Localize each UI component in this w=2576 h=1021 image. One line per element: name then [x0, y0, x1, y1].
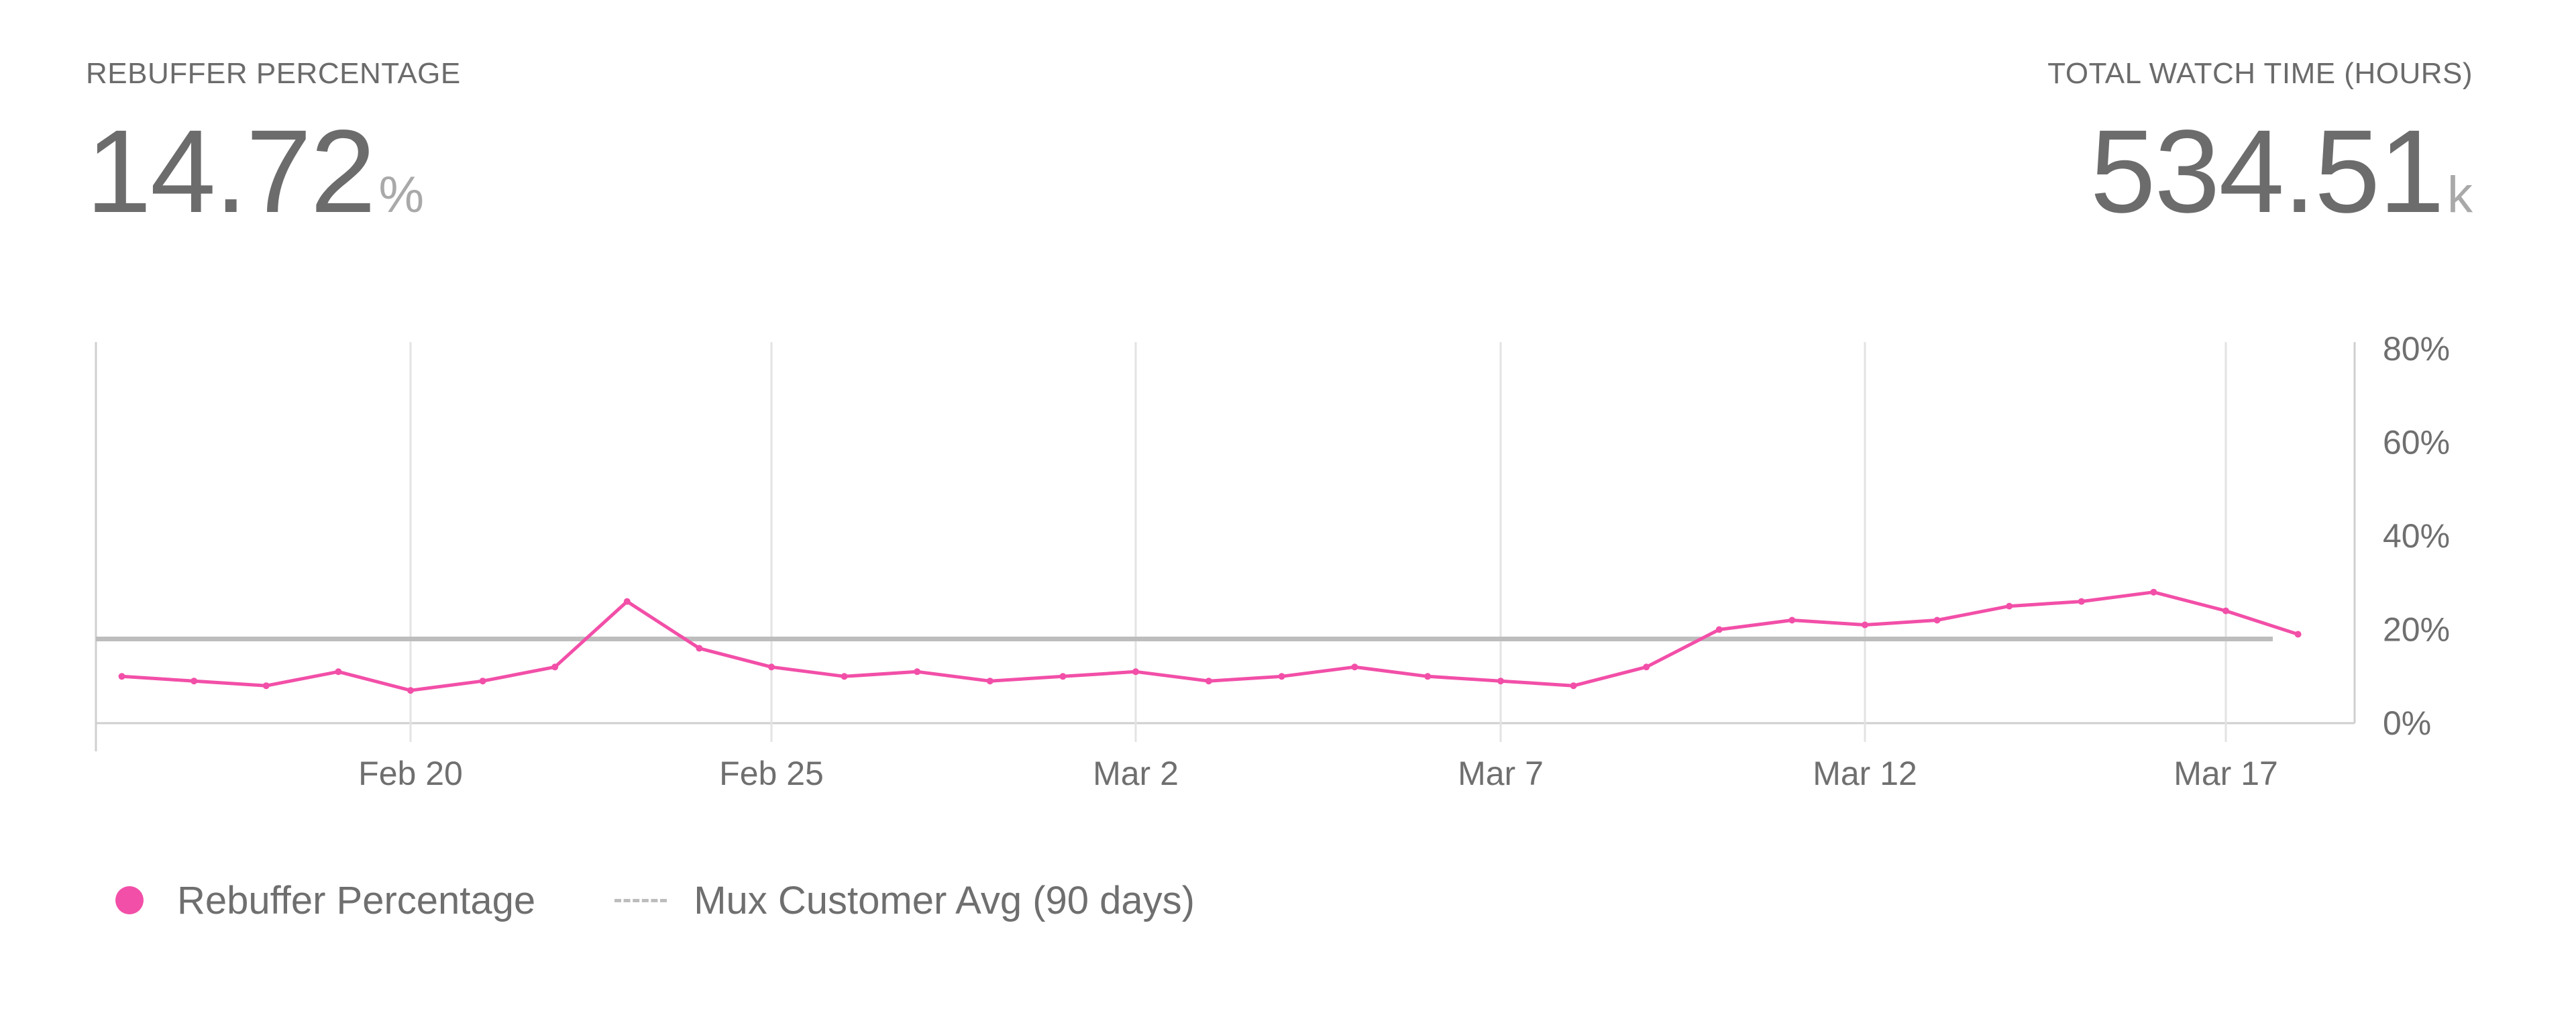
rebuffer-data-point [841, 673, 848, 680]
rebuffer-data-point [768, 663, 775, 671]
rebuffer-data-point [262, 682, 270, 690]
rebuffer-percentage-label: REBUFFER PERCENTAGE [86, 57, 461, 90]
total-watch-time-label: TOTAL WATCH TIME (HOURS) [2047, 57, 2473, 90]
rebuffer-data-point [2222, 607, 2229, 614]
rebuffer-data-point [1862, 621, 1868, 629]
rebuffer-percentage-value-row: 14.72% [86, 113, 461, 231]
customer-avg-dash-icon [614, 898, 667, 902]
rebuffer-data-point [1278, 673, 1285, 680]
rebuffer-data-point [1497, 678, 1504, 685]
rebuffer-data-point [1788, 616, 1796, 624]
rebuffer-percentage-metric: REBUFFER PERCENTAGE 14.72% [86, 59, 461, 231]
x-tick-label: Mar 2 [1093, 755, 1179, 792]
y-tick-label: 20% [2383, 611, 2450, 649]
y-tick-label: 0% [2383, 704, 2431, 742]
rebuffer-data-point [1059, 673, 1067, 680]
rebuffer-data-point [551, 663, 559, 671]
rebuffer-data-point [1715, 626, 1723, 633]
x-tick-label: Mar 7 [1458, 755, 1544, 792]
x-tick-label: Feb 25 [719, 755, 824, 792]
rebuffer-data-point [1205, 678, 1212, 685]
rebuffer-legend-dot-icon [115, 886, 144, 914]
rebuffer-data-point [2294, 631, 2302, 638]
total-watch-time-value: 534.51 [2090, 106, 2445, 237]
rebuffer-data-point [1351, 663, 1358, 671]
total-watch-time-value-row: 534.51k [2047, 113, 2473, 231]
rebuffer-data-point [1424, 673, 1432, 680]
rebuffer-data-point [479, 678, 486, 685]
x-tick-label: Mar 17 [2174, 755, 2278, 792]
x-tick-label: Mar 12 [1813, 755, 1917, 792]
total-watch-time-metric: TOTAL WATCH TIME (HOURS) 534.51k [2047, 59, 2473, 231]
chart-legend: Rebuffer Percentage Mux Customer Avg (90… [115, 878, 1274, 923]
rebuffer-data-point [118, 673, 125, 680]
legend-item-customer-avg[interactable]: Mux Customer Avg (90 days) [614, 878, 1195, 923]
rebuffer-data-point [623, 598, 631, 605]
rebuffer-data-point [407, 687, 414, 694]
rebuffer-data-point [1132, 668, 1139, 676]
x-tick-label: Feb 20 [358, 755, 463, 792]
rebuffer-data-point [335, 668, 342, 676]
rebuffer-data-point [2006, 602, 2013, 610]
rebuffer-data-point [1643, 663, 1650, 671]
rebuffer-data-point [191, 678, 198, 685]
rebuffer-data-point [696, 645, 703, 652]
rebuffer-data-point [986, 678, 994, 685]
legend-customer-avg-label: Mux Customer Avg (90 days) [694, 878, 1195, 922]
rebuffer-line-chart[interactable]: Feb 20 Feb 25 Mar 2 Mar 7 Mar 12 Mar 17 0% 20% 4… [0, 0, 2576, 805]
legend-rebuffer-label: Rebuffer Percentage [177, 878, 536, 922]
legend-item-rebuffer[interactable]: Rebuffer Percentage [115, 878, 535, 923]
rebuffer-percentage-unit: % [378, 166, 425, 223]
rebuffer-percentage-value: 14.72 [86, 106, 376, 237]
rebuffer-data-point [1570, 682, 1577, 690]
y-tick-label: 60% [2383, 424, 2450, 462]
y-tick-label: 40% [2383, 517, 2450, 555]
y-tick-label: 80% [2383, 330, 2450, 368]
total-watch-time-unit: k [2447, 166, 2473, 223]
rebuffer-data-point [2078, 598, 2085, 605]
rebuffer-data-point [914, 668, 921, 676]
rebuffer-data-point [1933, 616, 1941, 624]
rebuffer-data-point [2150, 588, 2157, 596]
